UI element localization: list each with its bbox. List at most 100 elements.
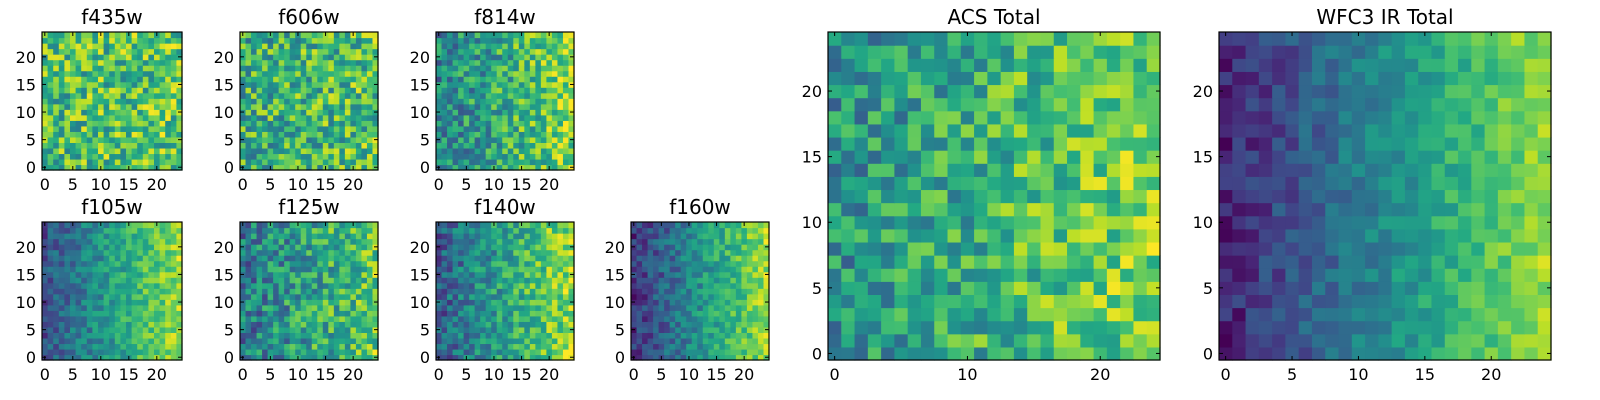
heatmap-cell bbox=[680, 266, 687, 273]
heatmap-cell bbox=[42, 348, 49, 356]
heatmap-cell bbox=[960, 241, 975, 256]
heatmap-cell bbox=[474, 255, 481, 262]
heatmap-cell bbox=[1106, 202, 1121, 217]
heatmap-cell bbox=[103, 65, 110, 72]
heatmap-cell bbox=[474, 277, 481, 284]
heatmap-cell bbox=[262, 48, 269, 55]
heatmap-cell bbox=[447, 337, 454, 345]
heatmap-cell bbox=[126, 103, 133, 110]
heatmap-cell bbox=[92, 255, 99, 262]
heatmap-cell bbox=[551, 98, 559, 105]
heatmap-cell bbox=[142, 282, 149, 289]
heatmap-cell bbox=[664, 227, 671, 234]
heatmap-cell bbox=[524, 87, 531, 94]
heatmap-cell bbox=[907, 320, 922, 335]
heatmap-cell bbox=[557, 65, 564, 72]
heatmap-cell bbox=[126, 98, 133, 105]
heatmap-cell bbox=[361, 125, 368, 132]
heatmap-cell bbox=[441, 147, 448, 155]
heatmap-cell bbox=[540, 131, 547, 138]
heatmap-cell bbox=[631, 310, 638, 317]
heatmap-cell bbox=[300, 260, 307, 267]
heatmap-cell bbox=[691, 332, 698, 339]
heatmap-cell bbox=[463, 98, 470, 105]
heatmap-cell bbox=[170, 131, 177, 138]
heatmap-cell bbox=[502, 233, 509, 240]
heatmap-cell bbox=[664, 348, 671, 356]
heatmap-cell bbox=[333, 271, 340, 278]
heatmap-cell bbox=[251, 153, 258, 160]
heatmap-cell bbox=[1120, 163, 1135, 177]
heatmap-cell bbox=[262, 310, 269, 317]
heatmap-cell bbox=[1146, 294, 1161, 309]
heatmap-cell bbox=[469, 244, 476, 251]
heatmap-cell bbox=[452, 54, 459, 61]
heatmap-cell bbox=[256, 354, 263, 361]
heatmap-cell bbox=[568, 37, 575, 44]
heatmap-cell bbox=[86, 315, 93, 322]
heatmap-cell bbox=[251, 282, 258, 289]
heatmap-cell bbox=[289, 343, 296, 350]
heatmap-cell bbox=[64, 59, 71, 66]
heatmap-cell bbox=[680, 304, 687, 311]
heatmap-cell bbox=[647, 277, 654, 284]
heatmap-cell bbox=[1080, 202, 1095, 217]
heatmap-cell bbox=[114, 326, 121, 333]
heatmap-cell bbox=[256, 222, 263, 229]
heatmap-cell bbox=[154, 260, 161, 267]
heatmap-cell bbox=[562, 131, 570, 138]
heatmap-cell bbox=[75, 131, 82, 138]
heatmap-cell bbox=[568, 114, 575, 121]
heatmap-cell bbox=[251, 343, 258, 350]
heatmap-cell bbox=[458, 348, 465, 356]
heatmap-cell bbox=[513, 343, 520, 350]
heatmap-cell bbox=[496, 238, 503, 245]
heatmap-cell bbox=[344, 249, 351, 256]
heatmap-cell bbox=[92, 222, 99, 229]
heatmap-cell bbox=[702, 238, 709, 245]
heatmap-cell bbox=[98, 299, 105, 306]
heatmap-cell bbox=[502, 326, 509, 333]
heatmap-cell bbox=[273, 238, 280, 245]
heatmap-cell bbox=[568, 125, 575, 132]
heatmap-cell bbox=[447, 260, 454, 267]
heatmap-cell bbox=[447, 92, 454, 99]
heatmap-cell bbox=[344, 70, 351, 77]
heatmap-cell bbox=[350, 114, 357, 121]
heatmap-cell bbox=[159, 114, 166, 121]
heatmap-cell bbox=[1027, 215, 1042, 230]
heatmap-cell bbox=[114, 354, 121, 361]
heatmap-cell bbox=[322, 131, 329, 138]
heatmap-cell bbox=[120, 222, 127, 229]
heatmap-cell bbox=[355, 260, 363, 267]
heatmap-cell bbox=[1067, 320, 1081, 335]
heatmap-cell bbox=[75, 249, 82, 256]
heatmap-cell bbox=[947, 215, 962, 230]
heatmap-cell bbox=[436, 103, 443, 110]
heatmap-cell bbox=[496, 136, 503, 143]
heatmap-cell bbox=[1053, 333, 1068, 348]
heatmap-cell bbox=[240, 238, 247, 245]
heatmap-cell bbox=[86, 260, 93, 267]
heatmap-cell bbox=[317, 332, 324, 339]
heatmap-cell bbox=[1027, 346, 1042, 361]
heatmap-cell bbox=[284, 299, 291, 306]
heatmap-cell bbox=[518, 54, 525, 61]
heatmap-cell bbox=[339, 48, 346, 55]
heatmap-cell bbox=[159, 299, 166, 306]
heatmap-cell bbox=[557, 32, 564, 39]
heatmap-cell bbox=[333, 332, 340, 339]
heatmap-cell bbox=[535, 238, 542, 245]
heatmap-cell bbox=[75, 332, 82, 339]
heatmap-cell bbox=[562, 87, 570, 94]
heatmap-cell bbox=[540, 37, 547, 44]
heatmap-cell bbox=[474, 59, 481, 66]
heatmap-cell bbox=[75, 103, 82, 110]
heatmap-cell bbox=[311, 315, 318, 322]
heatmap-cell bbox=[289, 125, 296, 132]
heatmap-cell bbox=[120, 70, 127, 77]
heatmap-cell bbox=[366, 238, 374, 245]
heatmap-cell bbox=[719, 222, 726, 229]
heatmap-cell bbox=[535, 70, 542, 77]
heatmap-cell bbox=[447, 222, 454, 229]
